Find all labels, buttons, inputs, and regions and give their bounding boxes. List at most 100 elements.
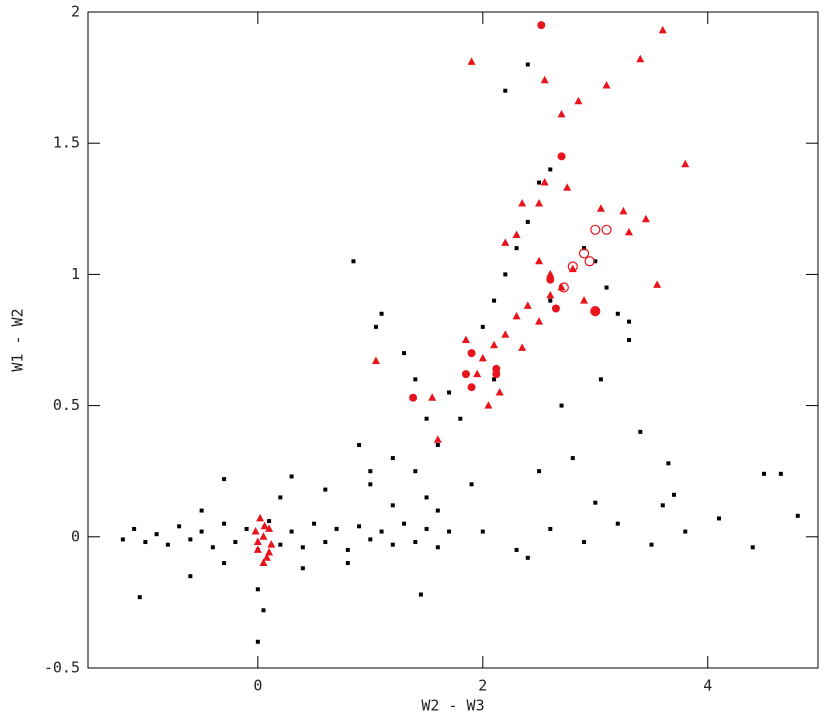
point <box>558 282 569 293</box>
point <box>188 537 193 542</box>
point <box>435 508 440 513</box>
point <box>447 529 452 534</box>
point <box>540 178 549 186</box>
point <box>535 199 544 207</box>
point <box>251 527 260 535</box>
point <box>233 540 238 545</box>
point <box>492 364 501 373</box>
point <box>601 224 612 235</box>
point <box>492 377 497 382</box>
point <box>165 542 170 547</box>
point <box>658 25 667 34</box>
point <box>379 311 384 316</box>
point <box>312 521 317 526</box>
point <box>435 442 440 447</box>
point <box>546 290 555 299</box>
point <box>492 298 497 303</box>
point <box>590 306 601 317</box>
point <box>559 403 564 408</box>
point <box>557 109 566 118</box>
point <box>267 519 272 524</box>
point <box>278 495 283 500</box>
x-tick-label: 2 <box>478 677 487 695</box>
point <box>447 390 452 395</box>
point <box>390 456 395 461</box>
point <box>478 353 487 362</box>
point <box>666 461 671 466</box>
point <box>413 469 418 474</box>
point <box>518 199 527 207</box>
point <box>672 492 677 497</box>
point <box>653 280 662 288</box>
y-tick-label: 1.5 <box>53 134 80 152</box>
point <box>373 324 378 329</box>
x-tick-label: 0 <box>253 677 262 695</box>
point <box>323 540 328 545</box>
point <box>548 298 553 303</box>
point <box>402 521 407 526</box>
x-axis-label: W2 - W3 <box>421 697 484 715</box>
point <box>289 529 294 534</box>
point <box>256 513 265 522</box>
point <box>260 521 269 530</box>
point <box>244 526 249 531</box>
point <box>409 393 418 402</box>
point <box>390 542 395 547</box>
point <box>557 152 566 161</box>
point <box>501 330 510 338</box>
point <box>345 547 350 552</box>
point <box>424 495 429 500</box>
point <box>143 540 148 545</box>
point <box>379 529 384 534</box>
point <box>570 456 575 461</box>
point <box>154 532 159 537</box>
point <box>563 183 572 191</box>
point <box>418 592 423 597</box>
point <box>615 311 620 316</box>
point <box>265 524 274 532</box>
point <box>778 471 783 476</box>
point <box>289 474 294 479</box>
point <box>255 639 260 644</box>
point <box>537 469 542 474</box>
point <box>278 542 283 547</box>
point <box>351 259 356 264</box>
point <box>253 537 262 546</box>
x-tick-label: 4 <box>703 677 712 695</box>
point <box>604 285 609 290</box>
point <box>199 529 204 534</box>
point <box>357 524 362 529</box>
point <box>514 246 519 251</box>
point <box>424 526 429 531</box>
plot-frame <box>87 11 819 669</box>
y-tick-label: 0 <box>71 527 80 545</box>
point <box>525 219 530 224</box>
point <box>177 524 182 529</box>
point <box>540 75 549 84</box>
point <box>262 553 271 561</box>
point <box>428 393 437 401</box>
point <box>582 540 587 545</box>
point <box>265 548 274 556</box>
point <box>255 587 260 592</box>
point <box>132 526 137 531</box>
point <box>261 608 266 613</box>
point <box>627 319 632 324</box>
point <box>253 545 262 553</box>
point <box>548 526 553 531</box>
point <box>625 227 634 236</box>
point <box>602 80 611 89</box>
point <box>137 595 142 600</box>
point <box>525 62 530 67</box>
point <box>300 566 305 571</box>
point <box>473 369 482 378</box>
point <box>467 383 476 392</box>
point <box>267 540 276 548</box>
point <box>574 96 583 105</box>
point <box>537 21 546 30</box>
point <box>649 542 654 547</box>
point <box>458 416 463 421</box>
point <box>636 54 645 63</box>
point <box>717 516 722 521</box>
